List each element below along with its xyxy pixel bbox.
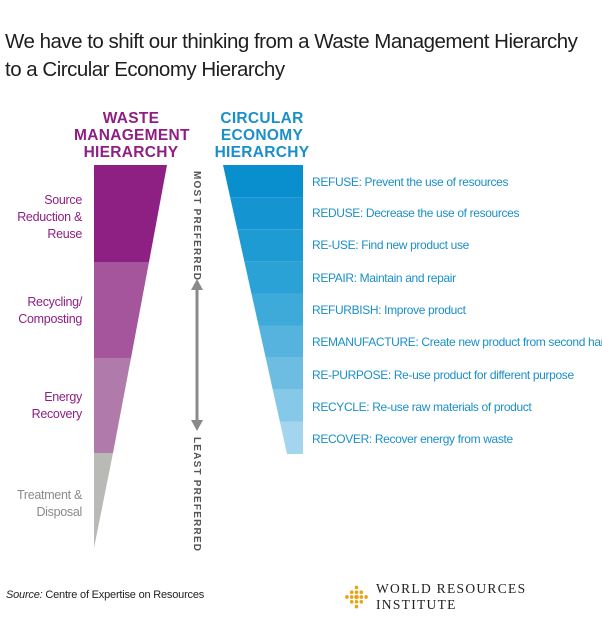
- label-line: Disposal: [36, 505, 82, 519]
- wri-logo-icon: [345, 585, 368, 609]
- waste-heading-line: MANAGEMENT: [74, 127, 190, 144]
- logo-dot: [354, 594, 359, 600]
- circular-heading-line: CIRCULAR: [220, 110, 304, 127]
- logo-dot: [349, 590, 354, 595]
- circular-level-label: RECOVER: Recover energy from waste: [312, 432, 513, 446]
- waste-level-shape: [94, 165, 167, 262]
- logo-dot: [354, 590, 359, 595]
- circular-level-shape: [258, 325, 303, 358]
- arrow-head-up: [191, 279, 203, 290]
- preference-arrow: [191, 279, 203, 431]
- label-line: Recovery: [31, 407, 83, 421]
- waste-level-label: Energy Recovery: [0, 389, 83, 423]
- circular-heading-line: ECONOMY: [220, 127, 304, 144]
- page-title: We have to shift our thinking from a Was…: [5, 30, 578, 81]
- circular-hierarchy-heading: CIRCULAR ECONOMY HIERARCHY: [212, 110, 312, 161]
- least-preferred-label: LEAST PREFERRED: [191, 437, 202, 553]
- circular-level-label: REFUSE: Prevent the use of resources: [312, 175, 509, 189]
- circular-level-label: RE-USE: Find new product use: [312, 238, 469, 252]
- logo-dot: [359, 595, 364, 599]
- circular-level-shape: [279, 421, 303, 454]
- circular-level-label: REMANUFACTURE: Create new product from s…: [312, 335, 602, 349]
- circular-level-shape: [223, 165, 303, 198]
- most-preferred-label: MOST PREFERRED: [191, 171, 202, 282]
- circular-heading-line: HIERARCHY: [214, 144, 310, 161]
- logo-dot: [359, 599, 364, 604]
- circular-level-shape: [244, 261, 303, 294]
- organization-name: WORLD RESOURCES INSTITUTE: [376, 581, 527, 612]
- logo-dot: [354, 599, 359, 604]
- waste-level-label: Recycling/ Composting: [0, 294, 82, 328]
- logo-dot: [354, 585, 359, 590]
- logo-dot: [345, 595, 349, 599]
- logo-dot: [349, 595, 354, 599]
- arrow-head-down: [191, 420, 203, 431]
- waste-level-shape: [94, 262, 149, 358]
- label-line: Composting: [18, 312, 82, 326]
- waste-heading-line: HIERARCHY: [83, 144, 179, 161]
- circular-level-label: REDUSE: Decrease the use of resources: [312, 206, 520, 220]
- circular-level-label: RE-PURPOSE: Re-use product for different…: [312, 368, 574, 382]
- circular-level-shape: [230, 197, 303, 230]
- waste-level-shape: [94, 358, 131, 453]
- logo-dot: [354, 604, 359, 609]
- source-text: Centre of Expertise on Resources: [42, 589, 205, 601]
- wri-brand: WORLD RESOURCES INSTITUTE: [345, 581, 602, 612]
- source-note: Source: Centre of Expertise on Resources: [6, 589, 204, 601]
- label-line: Reuse: [47, 227, 82, 241]
- circular-level-shape: [251, 293, 303, 326]
- circular-level-label: REFURBISH: Improve product: [312, 303, 466, 317]
- logo-dot: [349, 599, 354, 604]
- circular-level-label: RECYCLE: Re-use raw materials of product: [312, 400, 532, 414]
- waste-level-shape: [94, 453, 113, 548]
- waste-level-label: Treatment & Disposal: [0, 487, 82, 521]
- label-line: Treatment &: [16, 488, 82, 502]
- source-prefix: Source:: [6, 589, 43, 601]
- circular-level-shape: [265, 357, 303, 390]
- logo-dot: [364, 595, 368, 599]
- waste-hierarchy-heading: WASTE MANAGEMENT HIERARCHY: [74, 110, 190, 161]
- label-line: Recycling/: [27, 295, 82, 309]
- circular-level-label: REPAIR: Maintain and repair: [312, 271, 456, 285]
- circular-level-shape: [237, 229, 303, 262]
- circular-level-shape: [272, 389, 303, 422]
- label-line: Energy: [44, 390, 82, 404]
- circular-level-shapes: [223, 165, 303, 454]
- logo-dot: [359, 590, 364, 595]
- label-line: Reduction &: [17, 210, 82, 224]
- label-line: Source: [44, 193, 82, 207]
- waste-heading-line: WASTE: [102, 110, 160, 127]
- waste-level-label: Source Reduction & Reuse: [0, 192, 82, 243]
